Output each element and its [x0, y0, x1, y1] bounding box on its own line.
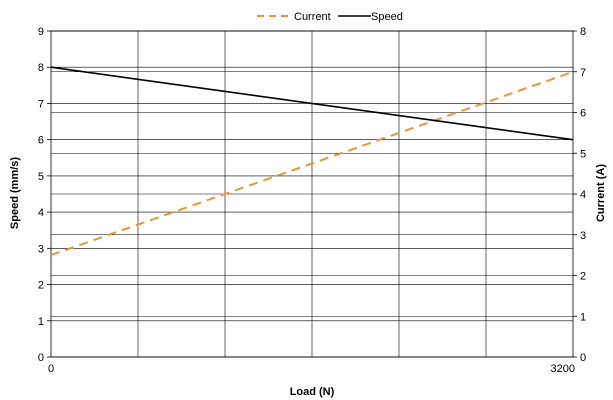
y2-tick-label: 5 [580, 148, 586, 160]
y-tick-label: 7 [38, 98, 44, 110]
y-tick-label: 1 [38, 316, 44, 328]
legend-label-current: Current [294, 11, 331, 23]
series-line-speed [50, 66, 574, 141]
tick-labels: 0 1 2 3 4 5 6 7 8 9 0 1 2 3 4 5 6 7 8 0 3200 [38, 26, 586, 375]
series-layer [50, 66, 574, 257]
y-tick-label: 8 [38, 62, 44, 74]
y2-tick-label: 0 [580, 352, 586, 364]
x-tick-label: 3200 [551, 363, 575, 375]
y2-tick-label: 3 [580, 230, 586, 242]
y-tick-label: 0 [38, 352, 44, 364]
legend: Current Speed [257, 11, 403, 23]
x-tick-label: 0 [48, 363, 54, 375]
y2-tick-label: 6 [580, 108, 586, 120]
y-axis-title: Speed (mm/s) [9, 157, 21, 229]
x-axis-title: Load (N) [290, 386, 335, 398]
legend-label-speed: Speed [371, 11, 403, 23]
y2-tick-label: 2 [580, 271, 586, 283]
y2-tick-label: 4 [580, 189, 586, 201]
y2-tick-label: 8 [580, 26, 586, 38]
y2-tick-label: 1 [580, 311, 586, 323]
y-tick-label: 5 [38, 171, 44, 183]
y-tick-label: 6 [38, 135, 44, 147]
y2-axis-title: Current (A) [595, 164, 607, 222]
grid [47, 30, 577, 358]
y-tick-label: 3 [38, 243, 44, 255]
y2-tick-label: 7 [580, 67, 586, 79]
y-tick-label: 2 [38, 280, 44, 292]
y-tick-label: 4 [38, 207, 44, 219]
y-tick-label: 9 [38, 26, 44, 38]
series-line-current [50, 70, 574, 257]
